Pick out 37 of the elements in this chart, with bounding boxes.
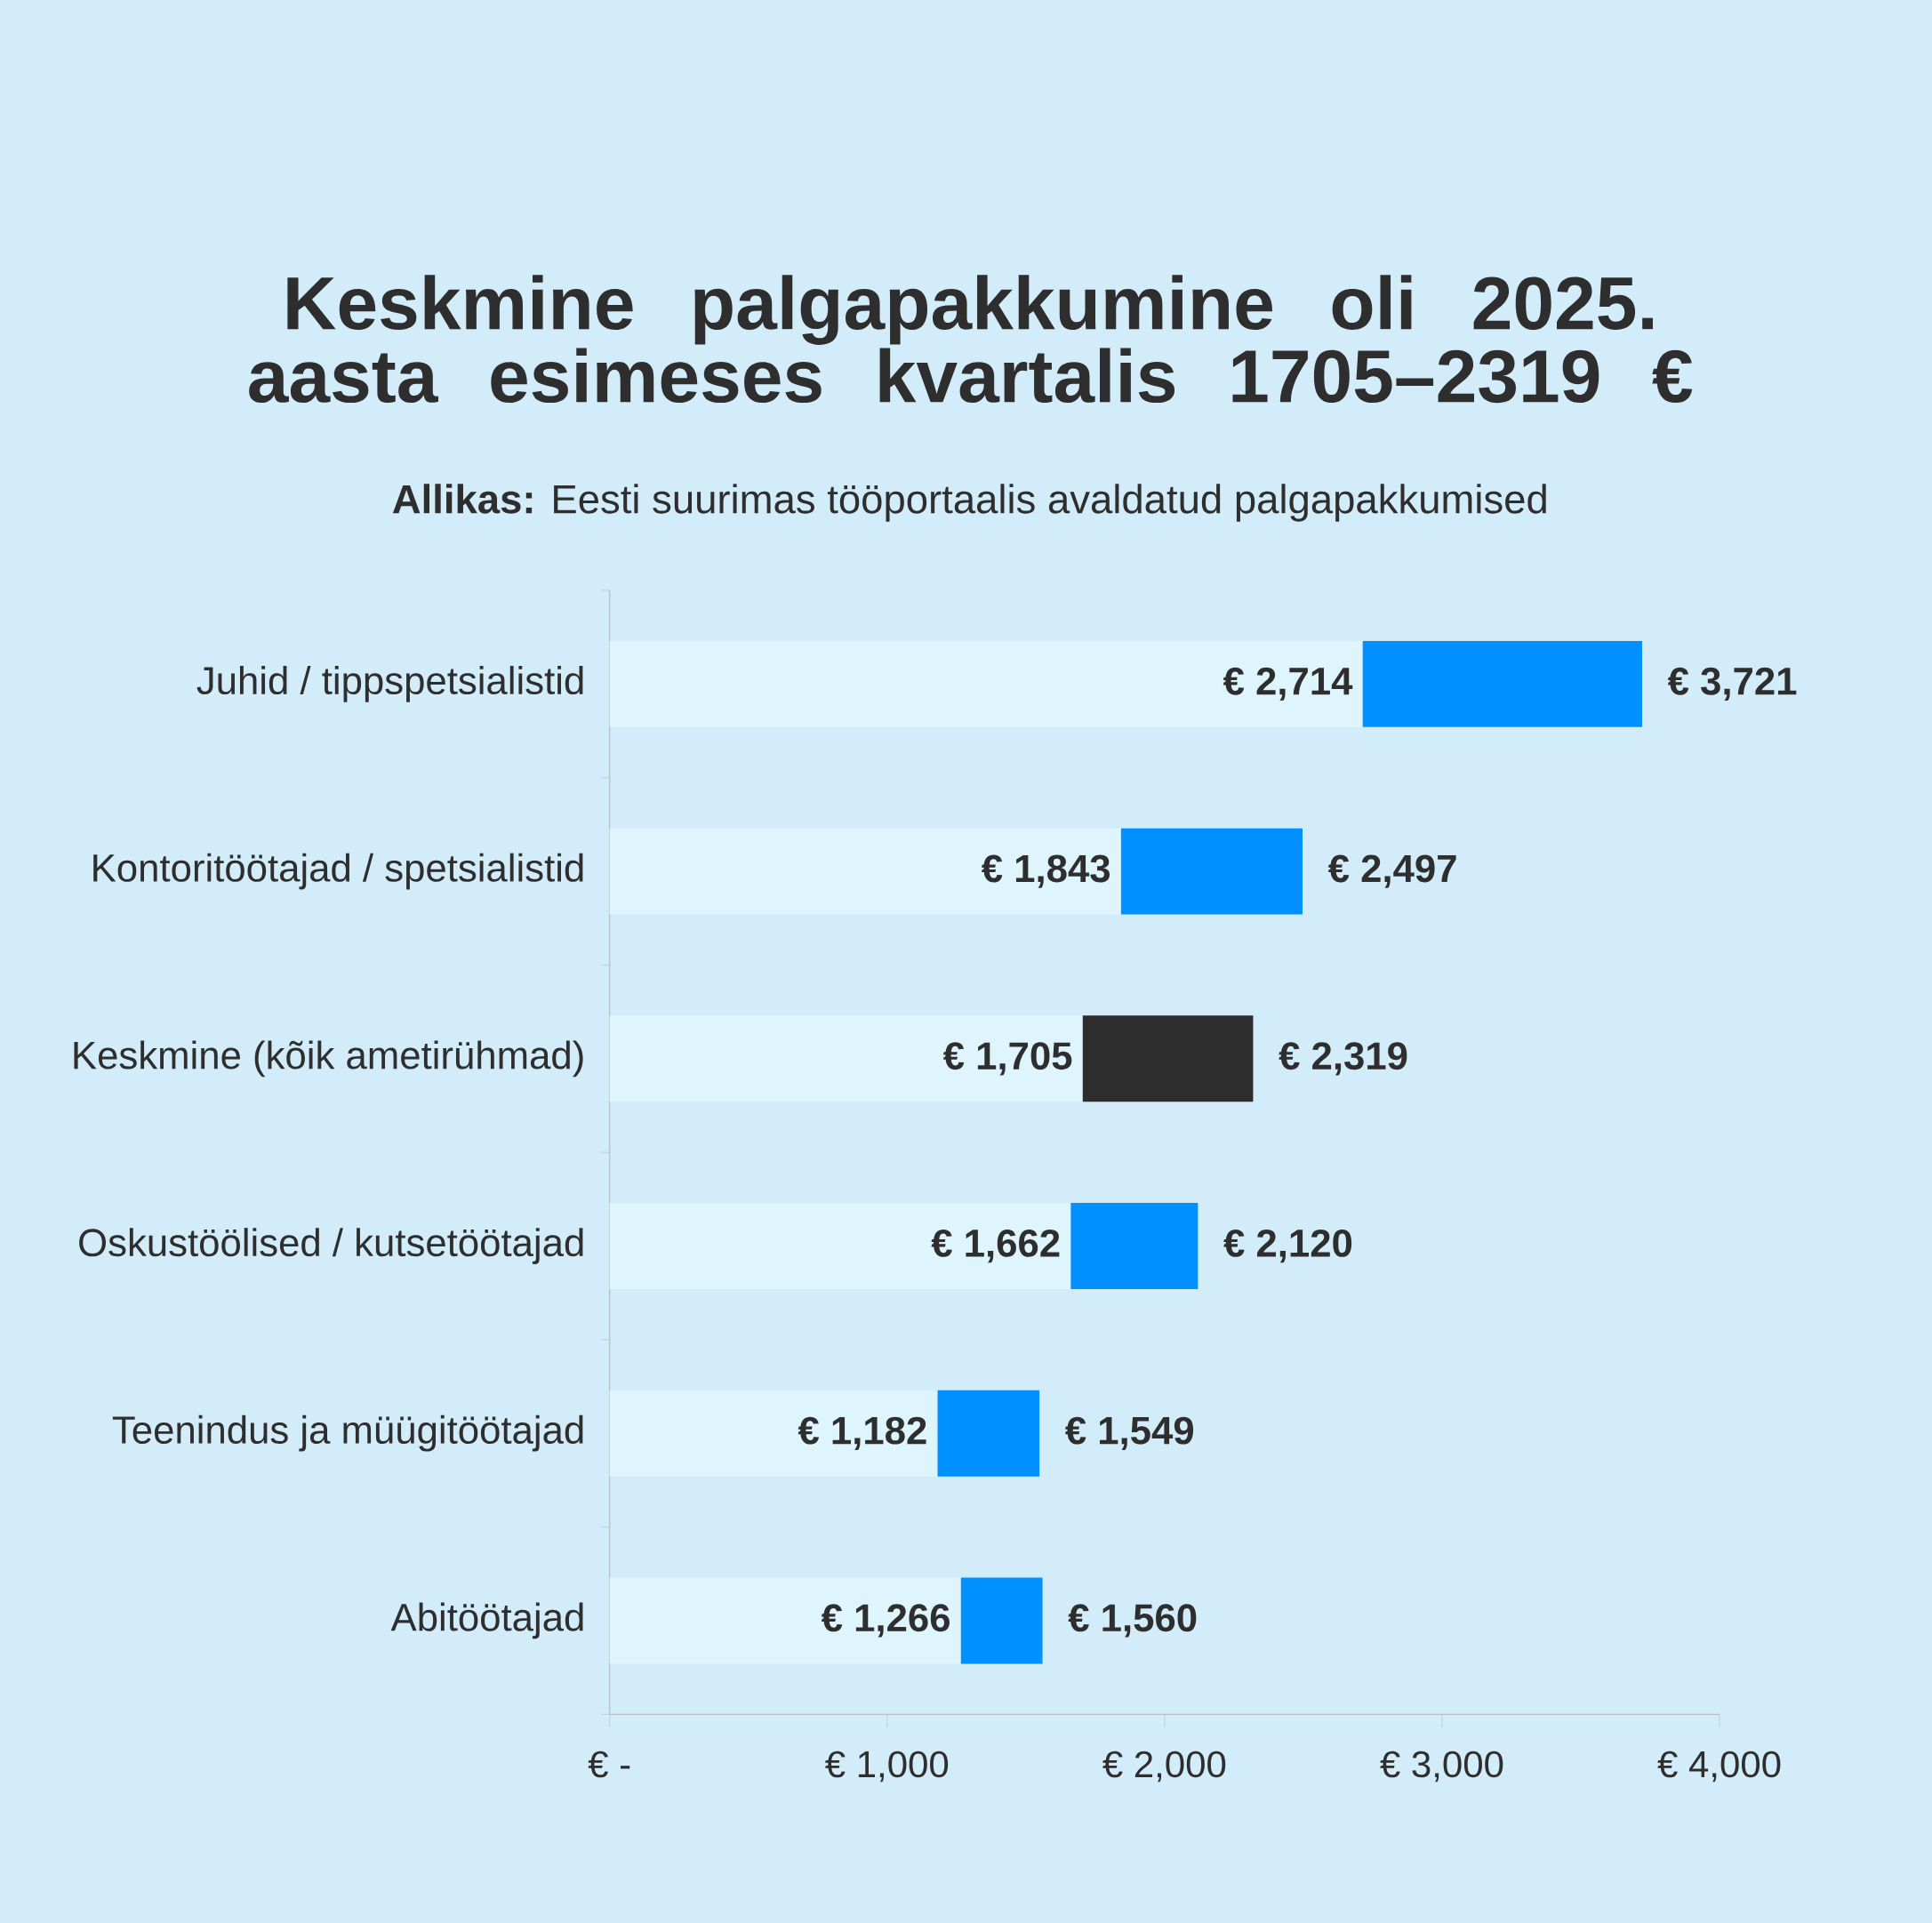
- x-tick-label: € 4,000: [1657, 1751, 1781, 1783]
- total-label: € 2,120: [1223, 1229, 1352, 1263]
- x-tick-label: € 1,000: [825, 1751, 949, 1783]
- bar: [1120, 828, 1303, 915]
- bar: [609, 1390, 938, 1477]
- y-tick-label: Teenindus ja müügitöötajad: [112, 1414, 583, 1452]
- bar: [1082, 1015, 1254, 1102]
- y-tick-label: Abitöötajad: [390, 1602, 583, 1639]
- bar: [609, 1577, 961, 1664]
- data-label: € 1,182: [798, 1416, 926, 1450]
- bar: [937, 1390, 1040, 1477]
- y-tick-label: Kontoritöötajad / spetsialistid: [93, 853, 583, 890]
- total-label: € 1,560: [1068, 1604, 1197, 1638]
- y-tick-label: Keskmine (kõik ametirühmad): [74, 1040, 583, 1078]
- data-label: € 1,705: [942, 1042, 1072, 1076]
- bar: [609, 640, 1363, 727]
- y-tick-label: Oskustöölised / kutsetöötajad: [79, 1228, 583, 1264]
- total-label: € 2,319: [1279, 1042, 1407, 1076]
- bar: [609, 1202, 1071, 1289]
- bar: [609, 1015, 1083, 1102]
- bar: [1070, 1202, 1198, 1289]
- bar: [609, 828, 1121, 915]
- x-tick-label: € -: [588, 1751, 630, 1778]
- total-label: € 2,497: [1327, 854, 1456, 888]
- data-label: € 1,662: [931, 1229, 1060, 1263]
- x-tick-label: € 2,000: [1102, 1751, 1226, 1783]
- total-label: € 3,721: [1667, 667, 1797, 701]
- data-label: € 1,266: [821, 1604, 950, 1638]
- chart-title: Keskmine palgapakkumine oli 2025. aasta esimeses kvartalis 1705–2319 €: [249, 275, 1693, 404]
- data-label: € 1,843: [981, 854, 1110, 888]
- chart-subtitle: Allikas: Eesti suurimas tööportaalis avaldatud palgapakkumised: [392, 484, 1546, 522]
- x-tick-label: € 3,000: [1380, 1751, 1503, 1783]
- total-label: € 1,549: [1065, 1416, 1194, 1450]
- data-label: € 2,714: [1223, 667, 1353, 701]
- bar: [960, 1577, 1043, 1664]
- y-tick-label: Juhid / tippspetsialistid: [196, 665, 583, 702]
- bar: [1362, 640, 1642, 727]
